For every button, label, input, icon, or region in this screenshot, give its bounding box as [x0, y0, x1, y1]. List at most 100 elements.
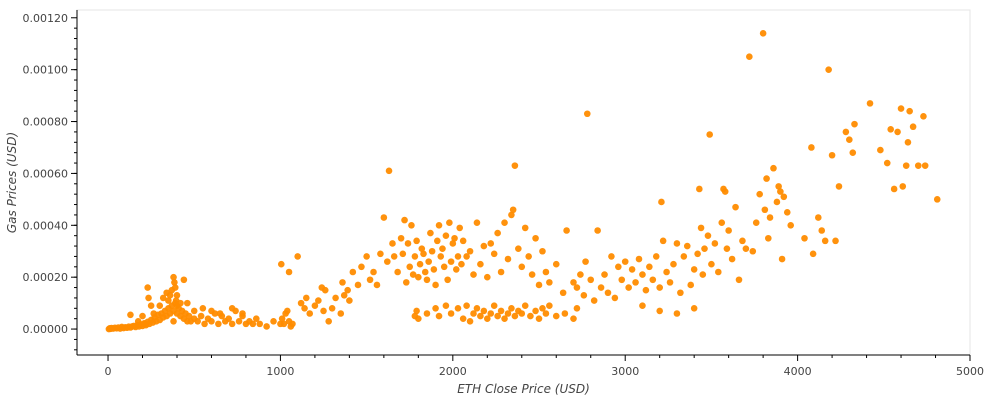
data-point — [694, 250, 701, 258]
data-point — [539, 305, 546, 312]
data-point — [377, 250, 384, 258]
data-point — [683, 242, 691, 250]
data-point — [470, 271, 477, 278]
data-point — [902, 162, 910, 169]
data-point — [718, 219, 726, 227]
y-tick-label: 0.00120 — [23, 12, 69, 25]
data-point — [559, 289, 567, 297]
data-point — [439, 245, 446, 252]
data-point — [225, 315, 233, 322]
data-point — [706, 131, 713, 138]
data-point — [773, 198, 781, 206]
data-point — [725, 227, 732, 234]
data-point — [690, 266, 698, 273]
data-point — [389, 240, 396, 247]
data-point — [652, 253, 660, 260]
data-point — [494, 229, 501, 237]
data-point — [325, 317, 332, 325]
data-point — [228, 320, 236, 328]
data-point — [552, 260, 560, 268]
data-point — [239, 310, 246, 317]
data-point — [358, 263, 365, 271]
data-point — [194, 317, 201, 325]
data-point — [408, 222, 415, 229]
y-tick-label: 0.00000 — [23, 323, 69, 336]
data-point — [752, 219, 760, 227]
data-point — [711, 240, 719, 247]
x-tick-label: 3000 — [611, 365, 639, 378]
data-point — [849, 149, 857, 156]
data-point — [739, 237, 746, 245]
data-point — [432, 305, 439, 312]
data-point — [456, 224, 464, 232]
data-point — [228, 305, 236, 312]
data-point — [497, 307, 505, 315]
data-point — [621, 258, 629, 265]
data-point — [216, 310, 224, 317]
data-point — [728, 255, 736, 263]
data-point — [477, 312, 484, 320]
data-point — [708, 260, 715, 268]
data-point — [787, 222, 795, 229]
data-point — [490, 302, 498, 310]
data-point — [235, 317, 243, 325]
data-point — [618, 276, 626, 284]
data-point — [399, 250, 407, 258]
data-point — [447, 310, 455, 317]
data-point — [280, 320, 288, 328]
data-point — [666, 279, 674, 286]
data-point — [480, 242, 488, 250]
data-point — [477, 260, 484, 268]
data-point — [770, 164, 777, 172]
data-point — [134, 317, 142, 325]
data-point — [570, 279, 577, 286]
data-point — [504, 255, 512, 263]
data-point — [646, 263, 653, 271]
data-point — [601, 271, 608, 278]
data-point — [539, 247, 546, 255]
data-point — [454, 253, 462, 260]
data-point — [415, 273, 422, 281]
data-point — [518, 310, 526, 317]
data-point — [701, 245, 708, 252]
data-point — [413, 237, 420, 245]
data-point — [604, 289, 612, 297]
y-axis-label: Gas Prices (USD) — [5, 132, 19, 233]
data-point — [315, 297, 322, 304]
data-point — [835, 183, 843, 190]
data-point — [628, 266, 636, 273]
data-point — [442, 302, 450, 310]
data-point — [635, 255, 643, 263]
points-layer — [105, 30, 941, 333]
y-tick-label: 0.00060 — [23, 167, 69, 180]
data-point — [302, 294, 310, 302]
data-point — [171, 279, 178, 286]
data-point — [775, 183, 782, 190]
data-point — [249, 320, 257, 328]
data-point — [508, 305, 515, 312]
data-point — [423, 310, 431, 317]
data-point — [632, 279, 639, 286]
data-point — [425, 258, 432, 265]
data-point — [542, 310, 550, 317]
data-point — [535, 281, 543, 289]
data-point — [141, 320, 149, 328]
data-point — [663, 268, 670, 276]
data-point — [150, 310, 158, 317]
data-point — [783, 209, 791, 216]
data-point — [487, 310, 495, 317]
data-point — [914, 162, 922, 169]
data-point — [337, 310, 345, 317]
data-point — [144, 284, 151, 291]
data-point — [354, 281, 362, 289]
data-point — [909, 123, 917, 131]
data-point — [380, 214, 388, 221]
data-point — [687, 281, 695, 289]
data-point — [277, 260, 285, 268]
data-point — [535, 315, 543, 322]
data-point — [866, 100, 874, 107]
data-point — [649, 276, 657, 284]
data-point — [590, 297, 598, 304]
data-point — [828, 151, 836, 159]
data-point — [504, 310, 512, 317]
